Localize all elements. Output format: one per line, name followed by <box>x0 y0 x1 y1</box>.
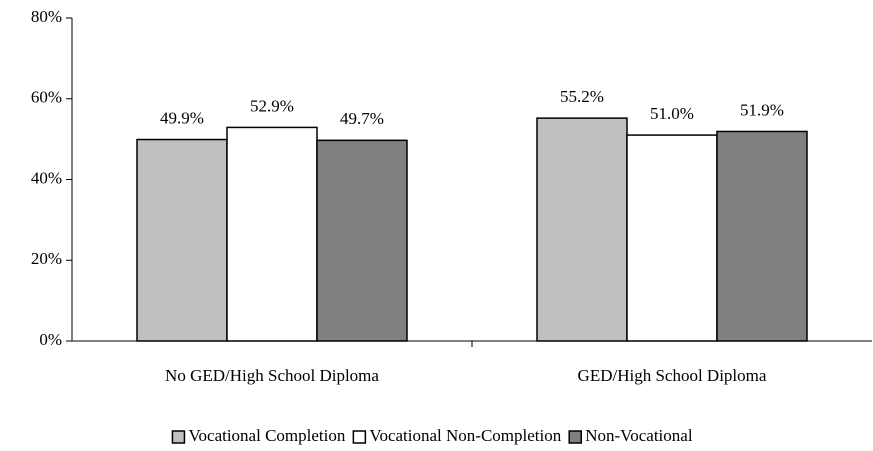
bar <box>226 126 318 342</box>
y-tick-label: 0% <box>39 330 62 349</box>
legend-label: Vocational Non-Completion <box>369 426 561 445</box>
legend-swatch <box>568 430 582 444</box>
bar <box>136 138 228 342</box>
bar <box>716 130 808 342</box>
value-label: 51.0% <box>650 104 694 123</box>
legend-label: Vocational Completion <box>188 426 345 445</box>
legend-label: Non-Vocational <box>585 426 693 445</box>
bar <box>536 117 628 342</box>
value-label: 49.9% <box>160 108 204 127</box>
y-tick-label: 80% <box>31 7 62 26</box>
bar <box>316 139 408 342</box>
value-label: 55.2% <box>560 87 604 106</box>
value-label: 51.9% <box>740 100 784 119</box>
value-label: 49.7% <box>340 109 384 128</box>
x-tick-label: No GED/High School Diploma <box>165 366 379 385</box>
legend-swatch <box>352 430 367 444</box>
bar <box>626 134 718 342</box>
y-tick-label: 60% <box>31 88 62 107</box>
y-tick-label: 20% <box>31 249 62 268</box>
value-label: 52.9% <box>250 96 294 115</box>
legend-swatch <box>171 430 186 444</box>
y-tick-label: 40% <box>31 168 62 187</box>
x-tick-label: GED/High School Diploma <box>578 366 767 385</box>
